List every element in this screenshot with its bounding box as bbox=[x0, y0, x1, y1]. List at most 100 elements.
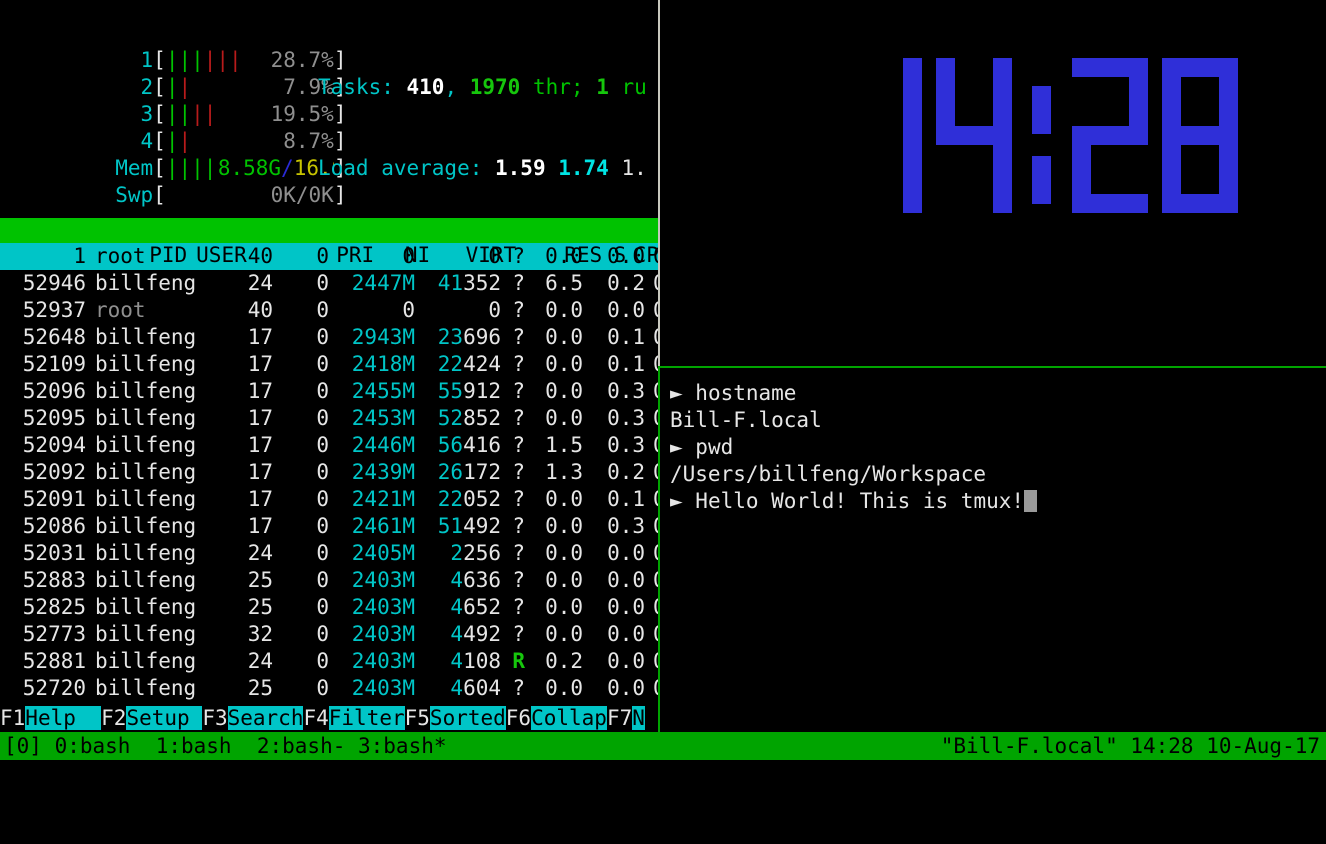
cell-pri: 17 bbox=[247, 325, 273, 349]
shell-line: Bill-F.local bbox=[670, 407, 1326, 434]
cell-res-high: 55 bbox=[437, 379, 464, 403]
cell-cpu: 0.0 bbox=[545, 352, 583, 376]
function-key-f2[interactable]: F2 bbox=[101, 706, 127, 730]
cell-res-high: 52 bbox=[437, 406, 464, 430]
function-label-f4[interactable]: Filter bbox=[328, 706, 405, 730]
cell-res-low: 256 bbox=[463, 541, 501, 565]
process-table-header[interactable]: PIDUSERPRINIVIRTRESSCPU%MEM%T bbox=[0, 218, 658, 267]
cpu-meter-percent: 8.7% bbox=[283, 129, 334, 153]
cell-pri: 24 bbox=[247, 649, 273, 673]
clock-segment-c bbox=[993, 135, 1012, 213]
cell-user: billfeng bbox=[95, 379, 197, 403]
htop-meters: 1[|||||| 28.7%] 2[|| 7.9%] 3[|||| 19.5%] 4[… bbox=[0, 20, 658, 207]
function-key-f4[interactable]: F4 bbox=[303, 706, 329, 730]
meter-bracket-close: ] bbox=[333, 75, 347, 99]
shell-line-text: /Users/billfeng/Workspace bbox=[670, 462, 987, 486]
cell-state: ? bbox=[512, 406, 525, 430]
meter-bracket-close: ] bbox=[333, 48, 347, 72]
clock-digit bbox=[846, 58, 922, 213]
cell-ni: 0 bbox=[316, 541, 329, 565]
htop-pane[interactable]: 1[|||||| 28.7%] 2[|| 7.9%] 3[|||| 19.5%] 4[… bbox=[0, 0, 658, 732]
function-key-f1[interactable]: F1 bbox=[0, 706, 26, 730]
tasks-count: 410 bbox=[406, 75, 445, 99]
cell-mem: 0.1 bbox=[607, 325, 645, 349]
meter-bracket-close: ] bbox=[333, 156, 347, 180]
cell-res: 0 bbox=[415, 243, 501, 270]
cell-virt: 2943M bbox=[351, 325, 415, 349]
memory-bar-green: |||| bbox=[165, 156, 217, 180]
tmux-clock-pane[interactable] bbox=[660, 0, 1326, 366]
function-key-f5[interactable]: F5 bbox=[404, 706, 430, 730]
cell-pri: 17 bbox=[247, 514, 273, 538]
htop-function-bar[interactable]: F1Help F2Setup F3SearchF4FilterF5SortedF… bbox=[0, 705, 658, 732]
function-key-f3[interactable]: F3 bbox=[202, 706, 228, 730]
clock-segment-c bbox=[1219, 135, 1238, 213]
process-table[interactable]: PIDUSERPRINIVIRTRESSCPU%MEM%T 1root40000… bbox=[0, 218, 658, 702]
meter-bracket-open: [ bbox=[153, 129, 166, 153]
pane-border-vertical-inactive[interactable] bbox=[658, 0, 660, 366]
cpu-meter-percent: 7.9% bbox=[283, 75, 334, 99]
cell-state: ? bbox=[512, 460, 525, 484]
function-label-f1[interactable]: Help bbox=[25, 706, 102, 730]
cell-ni: 0 bbox=[316, 325, 329, 349]
cell-res-low: 416 bbox=[463, 433, 501, 457]
cell-mem: 0.1 bbox=[607, 352, 645, 376]
cell-pid: 52825 bbox=[22, 595, 86, 619]
cell-res-low: 052 bbox=[463, 487, 501, 511]
function-label-f3[interactable]: Search bbox=[227, 706, 304, 730]
function-label-f6[interactable]: Collap bbox=[531, 706, 607, 730]
cell-res-low: 0 bbox=[488, 244, 501, 268]
cell-pid: 52946 bbox=[22, 271, 86, 295]
cell-pri: 17 bbox=[247, 379, 273, 403]
cell-pri: 25 bbox=[247, 568, 273, 592]
function-key-f7[interactable]: F7 bbox=[606, 706, 633, 730]
function-label-f7[interactable]: N bbox=[632, 706, 645, 730]
cell-pid: 52086 bbox=[22, 514, 86, 538]
cpu-meter-2: 2[|| 7.9%] bbox=[0, 47, 658, 99]
cell-state: ? bbox=[512, 379, 525, 403]
cell-res: 23696 bbox=[415, 324, 501, 351]
tmux-window-list[interactable]: [0] 0:bash 1:bash 2:bash- 3:bash* bbox=[4, 734, 447, 758]
prompt-arrow-icon: ► bbox=[670, 435, 696, 459]
pane-border-vertical-active[interactable] bbox=[658, 366, 660, 732]
cell-pid: 52095 bbox=[22, 406, 86, 430]
clock-segment-g bbox=[1162, 126, 1238, 145]
cell-virt: 2439M bbox=[351, 460, 415, 484]
cell-state: ? bbox=[512, 325, 525, 349]
function-label-f5[interactable]: Sorted bbox=[429, 706, 506, 730]
cell-time: 0: bbox=[645, 432, 658, 459]
cell-res-high: 4 bbox=[450, 568, 464, 592]
cell-user: billfeng bbox=[95, 325, 197, 349]
cell-ni: 0 bbox=[316, 298, 329, 322]
cpu-meter-bar: |||||| 28.7% bbox=[166, 47, 334, 74]
cell-mem: 0.0 bbox=[607, 649, 645, 673]
shell-pane[interactable]: ► hostname Bill-F.local ► pwd/Users/billfe… bbox=[662, 370, 1326, 732]
function-key-f6[interactable]: F6 bbox=[505, 706, 532, 730]
cell-res-low: 108 bbox=[463, 649, 501, 673]
cell-pri: 17 bbox=[247, 487, 273, 511]
meter-bracket-close: ] bbox=[333, 183, 347, 207]
function-label-f2[interactable]: Setup bbox=[126, 706, 203, 730]
pane-border-horizontal-active[interactable] bbox=[658, 366, 1326, 368]
load-15min: 1. bbox=[621, 156, 647, 180]
tmux-status-bar[interactable]: [0] 0:bash 1:bash 2:bash- 3:bash* "Bill-… bbox=[0, 732, 1326, 760]
cell-time: 0: bbox=[645, 378, 658, 405]
cell-res-low: 424 bbox=[463, 352, 501, 376]
